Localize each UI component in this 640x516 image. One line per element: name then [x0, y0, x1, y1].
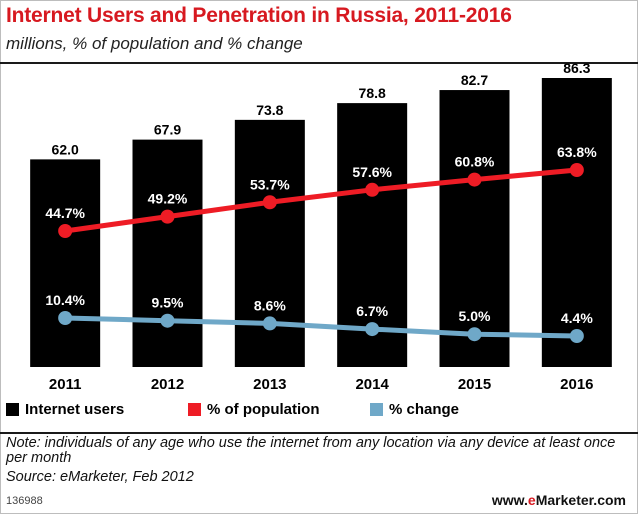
- label-pct-population: 49.2%: [148, 191, 188, 207]
- point-pct-population: [467, 172, 482, 187]
- line-pct-population: [62, 167, 580, 234]
- label-pct-population: 44.7%: [45, 205, 85, 221]
- label-pct-change: 4.4%: [561, 310, 593, 326]
- x-tick-label: 2014: [355, 376, 389, 393]
- x-tick-label: 2013: [253, 376, 286, 393]
- point-pct-population: [58, 224, 73, 238]
- legend-swatch: [6, 403, 19, 416]
- point-pct-change: [58, 311, 73, 325]
- legend-swatch: [370, 403, 383, 416]
- x-tick-label: 2016: [560, 376, 593, 393]
- label-pct-change: 5.0%: [459, 308, 491, 324]
- x-tick-label: 2015: [458, 376, 491, 393]
- x-tick-label: 2012: [151, 376, 184, 393]
- legend-label: Internet users: [25, 401, 125, 418]
- point-pct-change: [365, 322, 380, 337]
- bar-value-label: 73.8: [256, 102, 283, 118]
- legend-item: % change: [370, 401, 459, 418]
- label-pct-population: 60.8%: [455, 154, 495, 170]
- bar-internet-users: [132, 139, 203, 367]
- x-tick-label: 2011: [49, 376, 82, 393]
- bar-value-label: 86.3: [563, 60, 590, 76]
- bar-value-label: 78.8: [359, 85, 386, 101]
- bar-internet-users: [30, 159, 101, 367]
- line-pct-change: [62, 315, 580, 339]
- point-pct-change: [160, 313, 175, 328]
- brand-logo[interactable]: www.eMarketer.com: [492, 492, 626, 508]
- point-pct-population: [365, 182, 380, 197]
- legend-item: % of population: [188, 401, 319, 418]
- footer-rule: [0, 432, 638, 434]
- source-line: Source: eMarketer, Feb 2012: [6, 469, 194, 485]
- legend-label: % of population: [207, 401, 320, 418]
- bar-value-label: 82.7: [461, 72, 488, 88]
- bar-value-label: 62.0: [52, 141, 79, 157]
- label-pct-population: 63.8%: [557, 144, 597, 160]
- legend-swatch: [188, 403, 201, 416]
- chart-plot: 62.0 67.9 73.8 78.8 82.7 86.3 2011 2012 2013 2014…: [30, 60, 612, 393]
- footnote: Note: individuals of any age who use the…: [6, 435, 616, 466]
- brand-e: e: [527, 492, 536, 508]
- label-pct-change: 6.7%: [356, 303, 388, 319]
- chart-subtitle: millions, % of population and % change: [6, 34, 303, 53]
- point-pct-population: [160, 209, 175, 224]
- label-pct-population: 57.6%: [352, 164, 392, 180]
- bar-value-label: 67.9: [154, 122, 181, 138]
- chart-title: Internet Users and Penetration in Russia…: [6, 4, 512, 27]
- chart-legend: Internet users % of population % change: [0, 401, 638, 423]
- point-pct-population: [262, 195, 277, 210]
- label-pct-change: 8.6%: [254, 297, 286, 313]
- top-rule: [0, 62, 638, 64]
- brand-prefix: www.: [491, 492, 528, 508]
- label-pct-population: 53.7%: [250, 176, 290, 192]
- label-pct-change: 10.4%: [45, 292, 85, 308]
- label-pct-change: 9.5%: [152, 295, 184, 311]
- chart-id: 136988: [6, 495, 43, 507]
- point-pct-population: [569, 163, 584, 177]
- point-pct-change: [569, 329, 584, 343]
- bar-internet-users: [541, 78, 612, 367]
- brand-rest: Marketer.com: [535, 492, 626, 508]
- legend-label: % change: [389, 401, 460, 418]
- legend-item: Internet users: [6, 401, 124, 418]
- point-pct-change: [262, 316, 277, 331]
- point-pct-change: [467, 327, 482, 342]
- bar-internet-users: [439, 90, 510, 368]
